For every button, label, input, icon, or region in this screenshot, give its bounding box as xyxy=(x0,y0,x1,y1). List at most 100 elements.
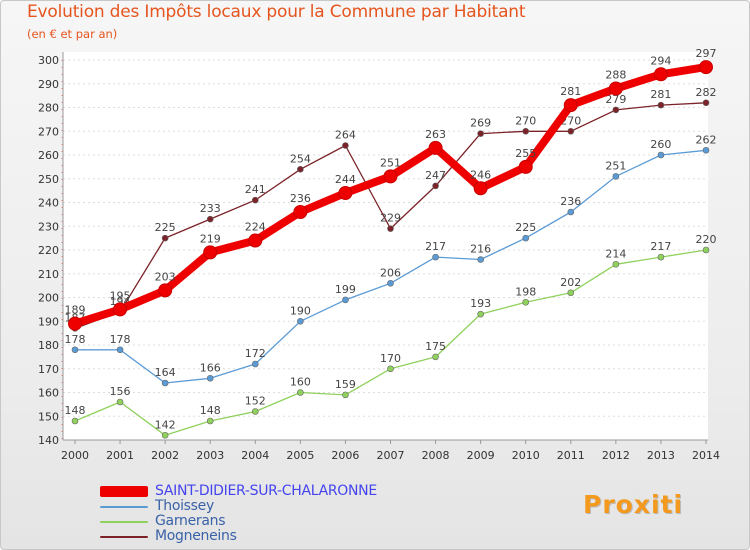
data-point xyxy=(432,253,439,261)
y-tick-label: 270 xyxy=(38,125,59,138)
y-tick-label: 200 xyxy=(38,292,59,305)
data-label: 279 xyxy=(605,93,626,106)
data-point xyxy=(699,60,713,75)
data-label: 236 xyxy=(560,195,581,208)
x-tick-label: 2012 xyxy=(602,449,630,462)
data-point xyxy=(113,302,128,317)
data-point xyxy=(68,316,82,331)
data-label: 281 xyxy=(560,85,581,98)
data-label: 206 xyxy=(380,266,401,279)
x-tick-label: 2002 xyxy=(151,449,179,462)
data-point xyxy=(297,165,304,173)
y-tick-label: 210 xyxy=(38,268,59,281)
data-point xyxy=(387,279,394,287)
data-point xyxy=(116,398,124,406)
data-label: 254 xyxy=(290,152,311,165)
data-point xyxy=(206,215,214,223)
legend-label: SAINT-DIDIER-SUR-CHALARONNE xyxy=(155,483,377,499)
data-point xyxy=(206,374,214,382)
data-label: 269 xyxy=(470,117,491,130)
data-point xyxy=(477,130,484,137)
data-label: 190 xyxy=(290,304,311,317)
x-tick-label: 2007 xyxy=(377,449,405,462)
x-tick-label: 2008 xyxy=(422,449,450,462)
y-tick-label: 180 xyxy=(38,339,59,352)
data-label: 203 xyxy=(155,270,176,283)
data-point xyxy=(612,106,620,114)
data-point xyxy=(657,253,665,261)
data-point xyxy=(158,283,173,298)
data-label: 217 xyxy=(425,240,446,253)
legend-swatch xyxy=(100,506,148,508)
data-point xyxy=(203,245,218,260)
y-tick-label: 220 xyxy=(38,244,59,257)
data-point xyxy=(297,317,304,325)
y-tick-label: 280 xyxy=(38,102,59,115)
data-label: 152 xyxy=(245,395,266,408)
data-label: 172 xyxy=(245,347,266,360)
y-tick-label: 240 xyxy=(38,197,59,210)
data-label: 270 xyxy=(515,114,536,127)
legend-swatch xyxy=(100,521,148,523)
y-tick-label: 260 xyxy=(38,149,59,162)
data-point xyxy=(251,408,259,415)
data-point xyxy=(387,365,394,373)
data-label: 251 xyxy=(380,156,401,169)
data-label: 217 xyxy=(650,240,671,253)
x-tick-label: 2006 xyxy=(331,449,359,462)
legend-label: Mogneneins xyxy=(155,528,237,544)
y-tick-label: 150 xyxy=(38,410,59,423)
data-label: 160 xyxy=(290,376,311,389)
data-point xyxy=(161,379,169,387)
data-label: 159 xyxy=(335,378,356,391)
y-tick-label: 140 xyxy=(38,434,59,447)
data-label: 216 xyxy=(470,243,491,256)
data-label: 214 xyxy=(605,247,626,260)
data-label: 224 xyxy=(245,221,266,234)
data-label: 220 xyxy=(696,233,717,246)
data-label: 263 xyxy=(425,128,446,141)
y-tick-label: 250 xyxy=(38,173,59,186)
data-point xyxy=(477,256,484,263)
data-point xyxy=(71,346,79,354)
data-label: 282 xyxy=(696,86,717,99)
y-tick-label: 300 xyxy=(38,54,59,67)
data-point xyxy=(612,260,620,268)
legend-label: Thoissey xyxy=(155,498,214,514)
y-tick-label: 190 xyxy=(38,315,59,328)
data-label: 251 xyxy=(605,159,626,172)
data-point xyxy=(428,140,443,155)
data-label: 189 xyxy=(65,304,86,317)
chart-title: Evolution des Impôts locaux pour la Comm… xyxy=(27,2,526,22)
data-label: 262 xyxy=(696,133,717,146)
data-point xyxy=(657,101,665,109)
data-label: 219 xyxy=(200,232,221,245)
data-point xyxy=(608,81,623,96)
x-tick-label: 2011 xyxy=(557,449,585,462)
data-label: 193 xyxy=(470,297,491,310)
data-label: 148 xyxy=(200,404,221,417)
y-tick-label: 290 xyxy=(38,78,59,91)
data-point xyxy=(297,389,304,396)
data-point xyxy=(116,346,124,354)
data-label: 236 xyxy=(290,192,311,205)
data-label: 225 xyxy=(515,221,536,234)
data-label: 244 xyxy=(335,173,356,186)
data-point xyxy=(612,173,620,180)
data-point xyxy=(477,310,484,318)
data-point xyxy=(563,98,578,113)
data-point xyxy=(248,233,263,248)
data-point xyxy=(522,234,530,242)
data-label: 166 xyxy=(200,361,221,374)
x-tick-label: 2009 xyxy=(467,449,495,462)
data-label: 148 xyxy=(65,404,86,417)
data-point xyxy=(653,67,668,82)
data-label: 264 xyxy=(335,129,356,142)
data-point xyxy=(473,181,488,196)
data-label: 288 xyxy=(605,69,626,82)
proxiti-logo: Proxiti xyxy=(583,490,684,519)
data-point xyxy=(387,225,394,232)
data-point xyxy=(206,417,214,425)
data-point xyxy=(71,417,79,425)
